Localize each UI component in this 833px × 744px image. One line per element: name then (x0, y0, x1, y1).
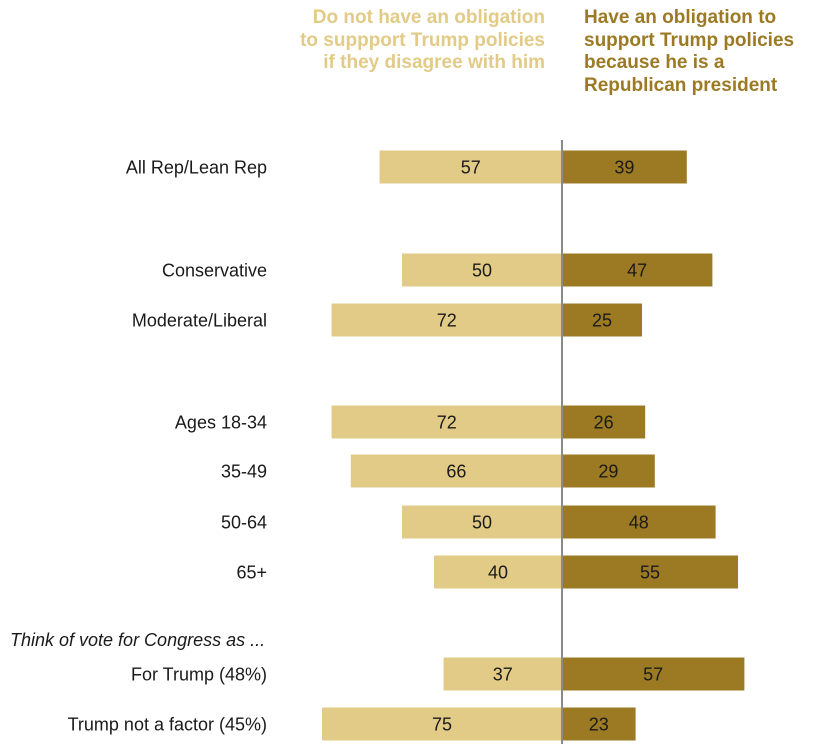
bar-no-obligation (331, 405, 562, 439)
bar-obligation (562, 150, 687, 184)
bar-obligation (562, 303, 642, 337)
bar-no-obligation (402, 253, 562, 287)
value-label-no-obligation: 37 (493, 665, 513, 685)
category-label: 65+ (236, 563, 267, 583)
category-label: Conservative (162, 261, 267, 281)
value-label-no-obligation: 72 (437, 413, 457, 433)
category-labels: All Rep/Lean Rep Conservative Moderate/Lib… (68, 158, 267, 735)
legend-no-obligation: Do not have an obligation to suppport Tr… (300, 7, 545, 73)
bar-obligation (562, 505, 716, 539)
category-label: Trump not a factor (45%) (68, 715, 267, 735)
bar-no-obligation (379, 150, 562, 184)
value-labels: 57 39 50 47 72 25 72 26 66 29 50 48 40 55 37 57 75 23 (432, 158, 663, 735)
category-label: Moderate/Liberal (132, 311, 267, 331)
bar-no-obligation (443, 657, 562, 691)
value-label-no-obligation: 50 (472, 513, 492, 533)
bar-obligation (562, 454, 655, 488)
value-label-obligation: 48 (629, 513, 649, 533)
value-label-obligation: 29 (598, 462, 618, 482)
bar-no-obligation (322, 707, 562, 741)
section-label-vote-for-congress: Think of vote for Congress as ... (10, 630, 265, 650)
bar-obligation (562, 253, 713, 287)
value-label-no-obligation: 57 (461, 158, 481, 178)
value-label-obligation: 55 (640, 563, 660, 583)
bar-obligation (562, 657, 745, 691)
value-label-obligation: 39 (614, 158, 634, 178)
category-label: Ages 18-34 (175, 413, 267, 433)
value-label-no-obligation: 72 (437, 311, 457, 331)
value-label-obligation: 47 (627, 261, 647, 281)
bar-no-obligation (331, 303, 562, 337)
value-label-obligation: 57 (643, 665, 663, 685)
value-label-obligation: 26 (594, 413, 614, 433)
value-label-no-obligation: 40 (488, 563, 508, 583)
category-label: 35-49 (221, 462, 267, 482)
legend-obligation: Have an obligation to support Trump poli… (584, 7, 795, 96)
bar-no-obligation (434, 555, 562, 589)
category-label: 50-64 (221, 513, 267, 533)
bar-obligation (562, 555, 738, 589)
bars-no-obligation-series (322, 150, 562, 741)
category-label: All Rep/Lean Rep (126, 158, 267, 178)
bar-no-obligation (350, 454, 562, 488)
value-label-no-obligation: 75 (432, 715, 452, 735)
value-label-obligation: 25 (592, 311, 612, 331)
bar-obligation (562, 405, 646, 439)
bar-obligation (562, 707, 636, 741)
value-label-obligation: 23 (589, 715, 609, 735)
category-label: For Trump (48%) (131, 665, 267, 685)
bar-no-obligation (402, 505, 562, 539)
value-label-no-obligation: 66 (446, 462, 466, 482)
bars-obligation-series (562, 150, 745, 741)
value-label-no-obligation: 50 (472, 261, 492, 281)
